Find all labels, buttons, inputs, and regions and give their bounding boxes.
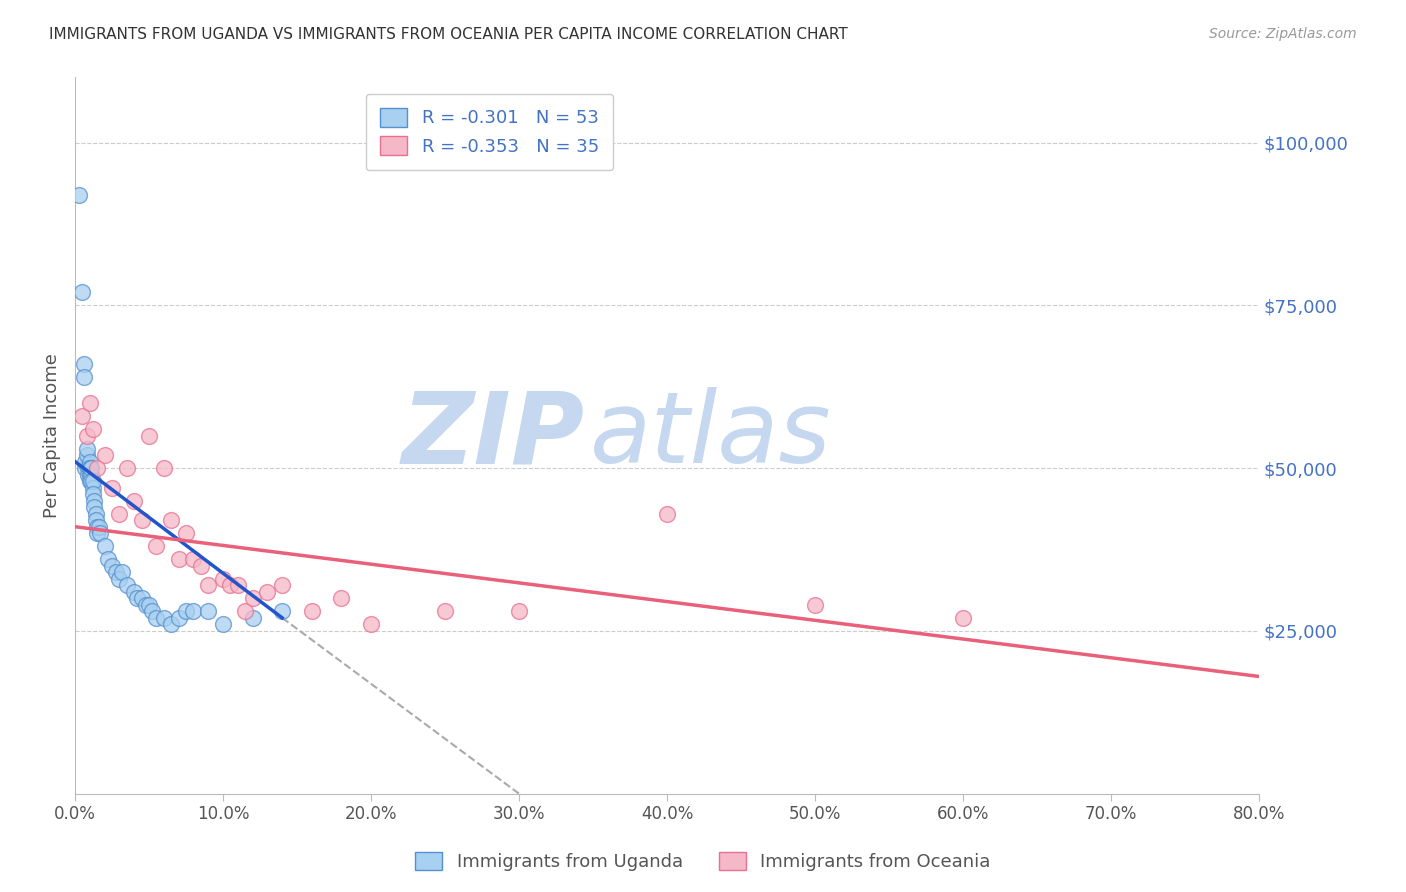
Point [76,442,98,456]
Point [84,513,107,527]
Point [76,448,98,462]
Point [79,461,101,475]
Point [80,474,103,488]
Point [108,507,131,521]
Point [183,552,205,566]
Point [77,467,100,482]
Legend: R = -0.301   N = 53, R = -0.353   N = 35: R = -0.301 N = 53, R = -0.353 N = 35 [366,94,613,170]
Point [183,604,205,618]
Point [160,617,183,632]
Point [212,617,235,632]
Point [73,357,96,371]
Point [82,481,104,495]
Point [79,467,101,482]
Point [87,519,110,533]
Point [167,611,190,625]
Point [655,507,678,521]
Point [160,513,183,527]
Text: ZIP: ZIP [401,387,583,484]
Point [226,578,249,592]
Point [86,526,108,541]
Point [79,454,101,468]
Point [82,422,104,436]
Point [97,552,120,566]
Point [111,566,134,580]
Point [83,493,105,508]
Point [174,604,197,618]
Legend: Immigrants from Uganda, Immigrants from Oceania: Immigrants from Uganda, Immigrants from … [408,845,998,879]
Text: IMMIGRANTS FROM UGANDA VS IMMIGRANTS FROM OCEANIA PER CAPITA INCOME CORRELATION : IMMIGRANTS FROM UGANDA VS IMMIGRANTS FRO… [49,27,848,42]
Point [330,591,353,606]
Point [145,539,167,553]
Point [115,461,138,475]
Point [508,604,530,618]
Point [271,604,294,618]
Point [167,552,190,566]
Point [93,539,115,553]
Point [131,513,153,527]
Point [174,526,197,541]
Text: Source: ZipAtlas.com: Source: ZipAtlas.com [1209,27,1357,41]
Point [75,461,97,475]
Point [242,591,264,606]
Point [75,454,97,468]
Point [101,558,124,573]
Point [108,572,131,586]
Point [360,617,382,632]
Point [79,461,101,475]
Point [138,598,160,612]
Point [82,487,104,501]
Point [127,591,149,606]
Point [79,396,101,410]
Point [76,428,98,442]
Point [86,519,108,533]
Point [86,461,108,475]
Point [271,578,294,592]
Point [89,526,111,541]
Text: atlas: atlas [591,387,832,484]
Point [153,611,176,625]
Point [73,370,96,384]
Point [79,461,101,475]
Point [77,461,100,475]
Point [190,558,212,573]
Point [434,604,457,618]
Point [804,598,827,612]
Point [145,611,167,625]
Point [233,604,256,618]
Point [122,584,145,599]
Point [115,578,138,592]
Y-axis label: Per Capita Income: Per Capita Income [44,353,60,518]
Point [72,409,94,423]
Point [138,428,160,442]
Point [83,500,105,515]
Point [80,461,103,475]
Point [153,461,176,475]
Point [82,474,104,488]
Point [69,187,91,202]
Point [219,578,242,592]
Point [122,493,145,508]
Point [242,611,264,625]
Point [197,604,219,618]
Point [197,578,219,592]
Point [301,604,323,618]
Point [79,474,101,488]
Point [105,566,128,580]
Point [80,467,103,482]
Point [93,448,115,462]
Point [101,481,124,495]
Point [141,604,163,618]
Point [135,598,157,612]
Point [72,285,94,300]
Point [952,611,974,625]
Point [212,572,235,586]
Point [256,584,278,599]
Point [84,507,107,521]
Point [131,591,153,606]
